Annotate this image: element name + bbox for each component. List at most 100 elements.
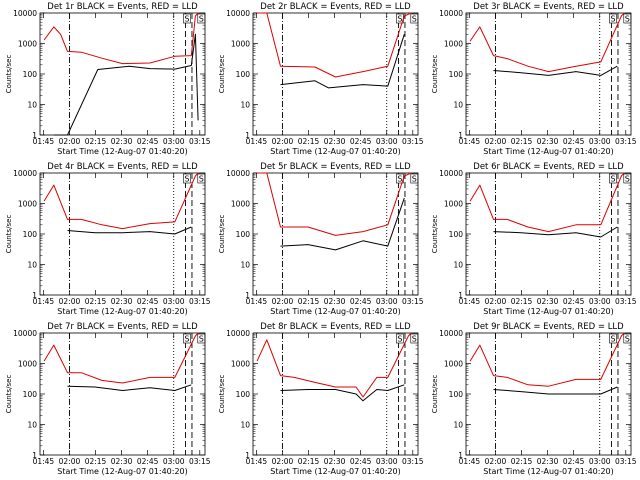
- x-axis-label: Start Time (12-Aug-07 01:40:20): [57, 147, 188, 156]
- x-tick-label: 02:15: [511, 297, 533, 306]
- panel-title: Det 3r BLACK = Events, RED = LLD: [473, 2, 624, 12]
- panel-2: Det 2r BLACK = Events, RED = LLD 1 10 100 10…: [218, 2, 424, 156]
- series-events-line: [280, 197, 405, 251]
- plot-frame: [39, 332, 206, 456]
- x-axis-label: Start Time (12-Aug-07 01:40:20): [57, 467, 188, 476]
- x-tick-label: 03:15: [189, 297, 211, 306]
- x-tick-label: 02:45: [137, 297, 159, 306]
- y-tick-label: 100: [236, 390, 251, 399]
- x-tick-label: 01:45: [246, 297, 268, 306]
- y-tick-label: 10000: [226, 9, 250, 18]
- y-tick-label: 10: [27, 261, 37, 270]
- x-tick-label: 03:15: [402, 457, 424, 466]
- x-tick-label: 02:15: [85, 137, 107, 146]
- y-tick-label: 10000: [13, 9, 37, 18]
- y-axis-label: Counts/sec: [218, 215, 226, 254]
- x-tick-label: 02:30: [324, 137, 346, 146]
- series-lld-line: [43, 12, 199, 65]
- flag-box: [197, 13, 206, 24]
- x-tick-label: 03:00: [163, 457, 185, 466]
- series-lld-line: [469, 172, 625, 233]
- y-axis-label: Counts/sec: [431, 375, 439, 414]
- x-tick-label: 02:00: [59, 297, 81, 306]
- y-tick-label: 1: [32, 131, 37, 140]
- y-tick-label: 100: [23, 390, 38, 399]
- x-tick-label: 02:30: [537, 137, 559, 146]
- flag-label: S: [412, 15, 417, 24]
- x-axis-label: Start Time (12-Aug-07 01:40:20): [57, 307, 188, 316]
- y-tick-label: 1000: [444, 200, 463, 209]
- x-tick-label: 03:00: [163, 297, 185, 306]
- x-tick-label: 02:45: [563, 297, 585, 306]
- x-tick-label: 02:15: [298, 457, 320, 466]
- flag-box: [410, 333, 419, 344]
- x-axis-label: Start Time (12-Aug-07 01:40:20): [483, 467, 614, 476]
- y-tick-label: 10: [240, 421, 250, 430]
- panel-title: Det 1r BLACK = Events, RED = LLD: [47, 2, 198, 12]
- y-tick-label: 1000: [231, 200, 250, 209]
- flag-label: S: [610, 175, 615, 184]
- panel-1: Det 1r BLACK = Events, RED = LLD 1 10 100 10…: [5, 2, 211, 156]
- x-tick-label: 02:00: [485, 137, 507, 146]
- series-lld-line: [257, 12, 412, 78]
- flag-box: [609, 333, 617, 344]
- y-tick-label: 1: [245, 131, 250, 140]
- y-tick-label: 10: [27, 101, 37, 110]
- x-tick-label: 02:00: [485, 297, 507, 306]
- x-tick-label: 02:15: [298, 297, 320, 306]
- series-lld-line: [43, 172, 199, 230]
- flag-label: S: [625, 175, 630, 184]
- y-tick-label: 1: [32, 291, 37, 300]
- flag-label: S: [199, 175, 204, 184]
- y-tick-label: 100: [449, 390, 464, 399]
- y-tick-label: 1000: [18, 200, 37, 209]
- x-tick-label: 02:30: [324, 297, 346, 306]
- y-axis-label: Counts/sec: [218, 375, 226, 414]
- x-tick-label: 02:30: [111, 457, 133, 466]
- panel-9: Det 9r BLACK = Events, RED = LLD 1 10 100 10…: [431, 322, 637, 476]
- x-tick-label: 01:45: [459, 137, 481, 146]
- x-tick-label: 02:15: [511, 457, 533, 466]
- y-tick-label: 1: [32, 451, 37, 460]
- series-lld-line: [43, 332, 199, 384]
- flag-box: [197, 333, 206, 344]
- flag-box: [623, 13, 632, 24]
- flag-label: S: [625, 15, 630, 24]
- y-tick-label: 1: [458, 451, 463, 460]
- x-tick-label: 02:00: [272, 137, 294, 146]
- x-tick-label: 03:15: [615, 137, 637, 146]
- y-axis-label: Counts/sec: [431, 215, 439, 254]
- y-axis-label: Counts/sec: [5, 215, 13, 254]
- y-tick-label: 100: [449, 230, 464, 239]
- plot-frame: [465, 12, 632, 136]
- y-axis-label: Counts/sec: [431, 55, 439, 94]
- y-tick-label: 10000: [226, 169, 250, 178]
- x-tick-label: 02:45: [350, 457, 372, 466]
- x-axis-label: Start Time (12-Aug-07 01:40:20): [483, 307, 614, 316]
- x-axis-label: Start Time (12-Aug-07 01:40:20): [270, 307, 401, 316]
- y-tick-label: 10000: [13, 329, 37, 338]
- y-tick-label: 10: [240, 261, 250, 270]
- series-events-line: [280, 34, 405, 89]
- panel-5: Det 5r BLACK = Events, RED = LLD 1 10 100 10…: [218, 162, 424, 316]
- y-tick-label: 10000: [226, 329, 250, 338]
- panel-title: Det 8r BLACK = Events, RED = LLD: [260, 322, 411, 332]
- series-events-line: [53, 33, 199, 136]
- x-tick-label: 02:15: [85, 297, 107, 306]
- y-tick-label: 100: [236, 230, 251, 239]
- flag-box: [183, 13, 191, 24]
- panel-4: Det 4r BLACK = Events, RED = LLD 1 10 100 10…: [5, 162, 211, 316]
- series-events-line: [67, 384, 192, 391]
- x-tick-label: 03:00: [163, 137, 185, 146]
- panel-6: Det 6r BLACK = Events, RED = LLD 1 10 100 10…: [431, 162, 637, 316]
- panel-title: Det 6r BLACK = Events, RED = LLD: [473, 162, 624, 172]
- x-tick-label: 03:00: [376, 137, 398, 146]
- x-tick-label: 02:15: [85, 457, 107, 466]
- panel-7: Det 7r BLACK = Events, RED = LLD 1 10 100 10…: [5, 322, 211, 476]
- series-lld-line: [257, 172, 412, 236]
- x-tick-label: 02:30: [537, 457, 559, 466]
- y-tick-label: 100: [23, 230, 38, 239]
- x-tick-label: 01:45: [33, 457, 55, 466]
- x-tick-label: 02:45: [137, 137, 159, 146]
